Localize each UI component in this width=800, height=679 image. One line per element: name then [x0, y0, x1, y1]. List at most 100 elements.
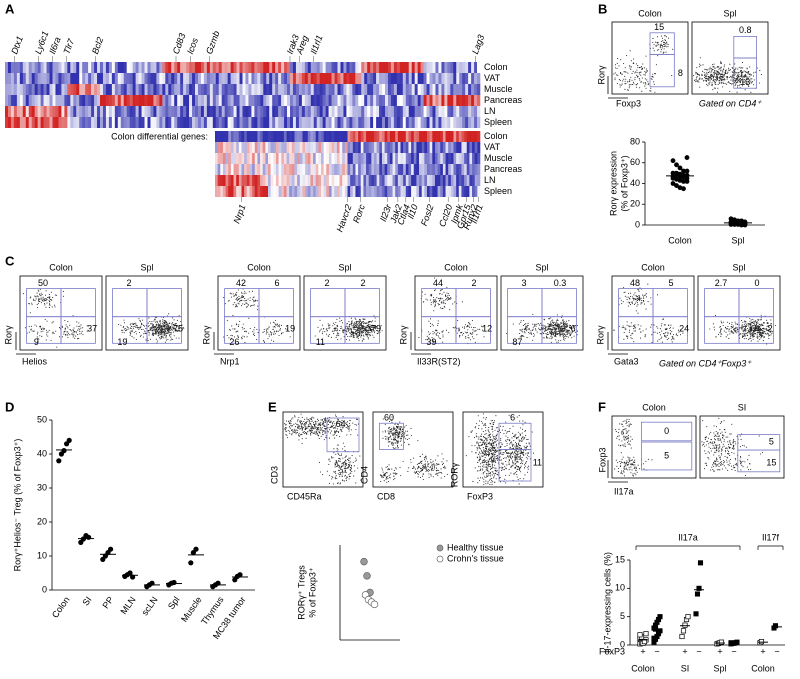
heatmap-cell — [367, 117, 370, 128]
flow-event — [552, 333, 553, 334]
heatmap-cell — [418, 73, 421, 84]
heatmap-cell — [243, 95, 246, 106]
flow-event — [76, 321, 77, 322]
heatmap-cell — [302, 153, 305, 164]
heatmap-cell — [50, 84, 53, 95]
flow-event — [721, 329, 722, 330]
flow-event — [329, 334, 330, 335]
flow-event — [442, 298, 443, 299]
flow-event — [736, 78, 737, 79]
flow-event — [42, 299, 43, 300]
heatmap-cell — [32, 73, 35, 84]
flow-event — [49, 300, 50, 301]
flow-event — [639, 297, 640, 298]
heatmap-cell — [50, 73, 53, 84]
flow-event — [527, 337, 528, 338]
flow-event — [65, 329, 66, 330]
flow-event — [718, 84, 719, 85]
heatmap-cell — [257, 175, 260, 186]
heatmap-cell — [408, 142, 411, 153]
heatmap-cell — [418, 62, 421, 73]
flow-event — [29, 332, 30, 333]
flow-event — [436, 330, 437, 331]
flow-event — [719, 72, 720, 73]
heatmap-cell — [263, 164, 266, 175]
heatmap-cell — [430, 62, 433, 73]
flow-event — [647, 81, 648, 82]
flow-event — [277, 324, 278, 325]
flow-event — [745, 331, 746, 332]
heatmap-cell — [335, 95, 338, 106]
flow-event — [340, 328, 341, 329]
heatmap-cell — [297, 142, 300, 153]
heatmap-cell — [297, 153, 300, 164]
flow-event — [712, 69, 713, 70]
heatmap-cell — [377, 131, 380, 142]
heatmap-cell — [97, 106, 100, 117]
heatmap-cell — [263, 84, 266, 95]
heatmap-cell — [5, 62, 8, 73]
flow-event — [351, 332, 352, 333]
heatmap-cell — [85, 95, 88, 106]
flow-event — [75, 336, 76, 337]
heatmap-cell — [302, 106, 305, 117]
flow-event — [520, 322, 521, 323]
flow-event — [435, 289, 436, 290]
flow-event — [149, 321, 150, 322]
flow-event — [55, 294, 56, 295]
heatmap-cell — [393, 131, 396, 142]
heatmap-cell — [142, 106, 145, 117]
heatmap-cell — [388, 106, 391, 117]
flow-event — [677, 335, 678, 336]
flow-event — [475, 342, 476, 343]
flow-event — [364, 322, 365, 323]
flow-event — [449, 295, 450, 296]
heatmap-cell — [323, 62, 326, 73]
flow-event — [439, 304, 440, 305]
flow-event — [298, 417, 299, 418]
heatmap-cell — [225, 106, 228, 117]
gate-value: 2 — [472, 278, 477, 288]
heatmap-cell — [361, 131, 364, 142]
heatmap-cell — [453, 62, 456, 73]
heatmap-cell — [279, 186, 282, 197]
flow-event — [625, 296, 626, 297]
heatmap-cell — [433, 106, 436, 117]
flow-event — [351, 324, 352, 325]
flow-event — [253, 301, 254, 302]
flow-event — [649, 90, 650, 91]
flow-event — [156, 321, 157, 322]
flow-event — [375, 321, 376, 322]
heatmap-cell — [271, 164, 274, 175]
flow-event — [731, 84, 732, 85]
flow-event — [666, 42, 667, 43]
flow-event — [720, 67, 721, 68]
flow-event — [729, 91, 730, 92]
heatmap-cell — [273, 142, 276, 153]
heatmap-cell — [323, 95, 326, 106]
heatmap-cell — [183, 95, 186, 106]
heatmap-cell — [438, 95, 441, 106]
flow-event — [543, 337, 544, 338]
flow-event — [69, 334, 70, 335]
heatmap-cell — [112, 62, 115, 73]
heatmap-cell — [427, 164, 430, 175]
heatmap-cell — [453, 95, 456, 106]
flow-event — [470, 333, 471, 334]
flow-event — [624, 76, 625, 77]
heatmap-cell — [273, 164, 276, 175]
flow-event — [699, 74, 700, 75]
flow-event — [244, 342, 245, 343]
flow-event — [671, 75, 672, 76]
heatmap-cell — [248, 117, 251, 128]
flow-event — [619, 298, 620, 299]
heatmap-cell — [451, 175, 454, 186]
flow-event — [132, 331, 133, 332]
heatmap-cell — [118, 84, 121, 95]
flow-event — [664, 333, 665, 334]
heatmap-cell — [265, 131, 268, 142]
flow-event — [742, 337, 743, 338]
heatmap-cell — [242, 175, 245, 186]
flow-event — [670, 330, 671, 331]
flow-event — [161, 329, 162, 330]
